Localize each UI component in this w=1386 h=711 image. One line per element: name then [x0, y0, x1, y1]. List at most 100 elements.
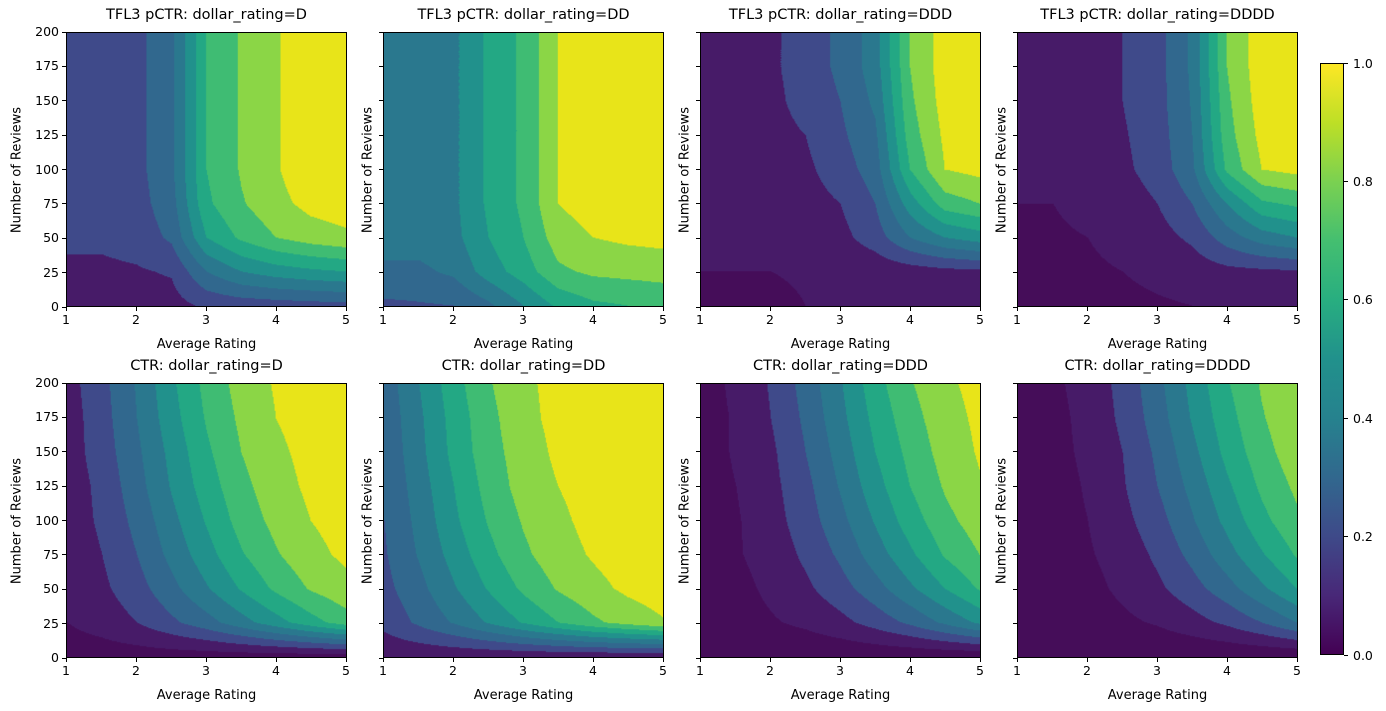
x-tick-label: 3: [519, 663, 527, 678]
y-tick-mark: [62, 623, 66, 625]
y-tick-mark: [696, 169, 700, 170]
y-tick-mark: [379, 272, 383, 274]
y-tick-mark: [62, 520, 66, 521]
subplot-tfl3-pctr-dddd-y-axis-label: Number of Reviews: [994, 106, 1009, 233]
y-tick-mark: [1013, 203, 1017, 205]
subplot-ctr-ddd-x-axis-label: Average Rating: [790, 688, 891, 703]
y-tick-mark: [696, 588, 700, 590]
subplot-tfl3-pctr-ddd-title: TFL3 pCTR: dollar_rating=DDD: [728, 7, 953, 23]
y-tick-mark: [379, 100, 383, 102]
y-tick-mark: [62, 134, 66, 136]
subplot-tfl3-pctr-dddd-title: TFL3 pCTR: dollar_rating=DDDD: [1040, 7, 1275, 23]
subplot-ctr-ddd-y-axis-label: Number of Reviews: [677, 457, 692, 584]
y-tick-mark: [696, 416, 700, 418]
y-tick-mark: [62, 588, 66, 590]
y-tick-mark: [696, 520, 700, 521]
x-tick-label: 4: [906, 312, 914, 327]
y-tick-label: 175: [35, 58, 59, 74]
x-tick-mark: [662, 307, 664, 311]
x-tick-mark: [979, 307, 981, 311]
y-tick-mark: [379, 485, 383, 487]
y-tick-mark: [379, 416, 383, 418]
y-tick-mark: [696, 306, 700, 308]
subplot-ctr-d-contour-plot: [66, 383, 347, 658]
x-tick-mark: [1156, 307, 1158, 311]
x-tick-label: 4: [589, 663, 597, 678]
subplot-tfl3-pctr-ddd-contour-plot: [700, 32, 981, 307]
x-tick-mark: [1156, 658, 1158, 662]
subplot-ctr-dddd-y-axis-label: Number of Reviews: [994, 457, 1009, 584]
y-tick-mark: [62, 382, 66, 384]
y-tick-mark: [379, 382, 383, 384]
x-tick-label: 3: [836, 663, 844, 678]
y-tick-mark: [62, 416, 66, 418]
y-tick-mark: [62, 169, 66, 170]
x-tick-mark: [205, 658, 207, 662]
x-tick-mark: [979, 658, 981, 662]
subplot-tfl3-pctr-dddd-contour-plot: [1017, 32, 1298, 307]
x-tick-label: 4: [272, 663, 280, 678]
x-tick-mark: [452, 658, 454, 662]
y-tick-mark: [696, 657, 700, 659]
y-tick-label: 125: [35, 478, 59, 494]
colorbar-tick-label: 0.6: [1353, 292, 1373, 308]
y-tick-mark: [696, 382, 700, 384]
x-tick-label: 1: [1013, 663, 1021, 678]
y-tick-mark: [696, 100, 700, 102]
colorbar-tick-mark: [1344, 299, 1348, 301]
y-tick-mark: [696, 451, 700, 453]
colorbar-tick-mark: [1344, 417, 1348, 419]
colorbar-tick-label: 0.4: [1353, 410, 1373, 426]
y-tick-mark: [379, 623, 383, 625]
y-tick-label: 25: [43, 615, 59, 631]
y-tick-mark: [1013, 623, 1017, 625]
subplot-tfl3-pctr-dd-contour-plot: [383, 32, 664, 307]
y-tick-mark: [62, 237, 66, 239]
y-tick-mark: [379, 520, 383, 521]
x-tick-mark: [345, 307, 347, 311]
x-tick-mark: [205, 307, 207, 311]
y-tick-label: 175: [35, 409, 59, 425]
y-tick-mark: [1013, 451, 1017, 453]
y-tick-mark: [379, 657, 383, 659]
x-tick-label: 4: [906, 663, 914, 678]
y-tick-label: 0: [51, 650, 59, 665]
y-tick-mark: [696, 203, 700, 205]
subplot-ctr-ddd-title: CTR: dollar_rating=DDD: [753, 358, 928, 374]
x-tick-mark: [1086, 307, 1088, 311]
y-tick-mark: [1013, 134, 1017, 136]
x-tick-mark: [1086, 658, 1088, 662]
x-tick-label: 1: [379, 312, 387, 327]
x-tick-label: 2: [449, 312, 457, 327]
x-tick-label: 1: [62, 663, 70, 678]
y-tick-mark: [379, 451, 383, 453]
x-tick-label: 5: [1293, 312, 1301, 327]
y-tick-mark: [1013, 169, 1017, 170]
y-tick-mark: [696, 623, 700, 625]
y-tick-mark: [1013, 416, 1017, 418]
x-tick-mark: [769, 307, 771, 311]
x-tick-label: 3: [202, 312, 210, 327]
y-tick-mark: [62, 451, 66, 453]
subplot-tfl3-pctr-ddd-y-axis-label: Number of Reviews: [677, 106, 692, 233]
x-tick-label: 2: [449, 663, 457, 678]
colorbar-tick-label: 0.2: [1353, 529, 1373, 545]
subplot-tfl3-pctr-dddd-x-axis-label: Average Rating: [1107, 337, 1208, 352]
x-tick-mark: [65, 307, 67, 311]
y-tick-label: 50: [43, 230, 59, 246]
y-tick-mark: [379, 65, 383, 67]
y-tick-mark: [1013, 382, 1017, 384]
y-tick-mark: [62, 31, 66, 33]
x-tick-mark: [1016, 658, 1018, 662]
x-tick-label: 5: [659, 312, 667, 327]
x-tick-label: 2: [1083, 663, 1091, 678]
x-tick-mark: [275, 658, 277, 662]
y-tick-mark: [1013, 272, 1017, 274]
colorbar-tick-mark: [1344, 180, 1348, 182]
y-tick-mark: [1013, 306, 1017, 308]
y-tick-mark: [379, 554, 383, 556]
y-tick-mark: [1013, 657, 1017, 659]
x-tick-label: 5: [1293, 663, 1301, 678]
y-tick-mark: [1013, 520, 1017, 521]
y-tick-label: 200: [35, 375, 59, 390]
